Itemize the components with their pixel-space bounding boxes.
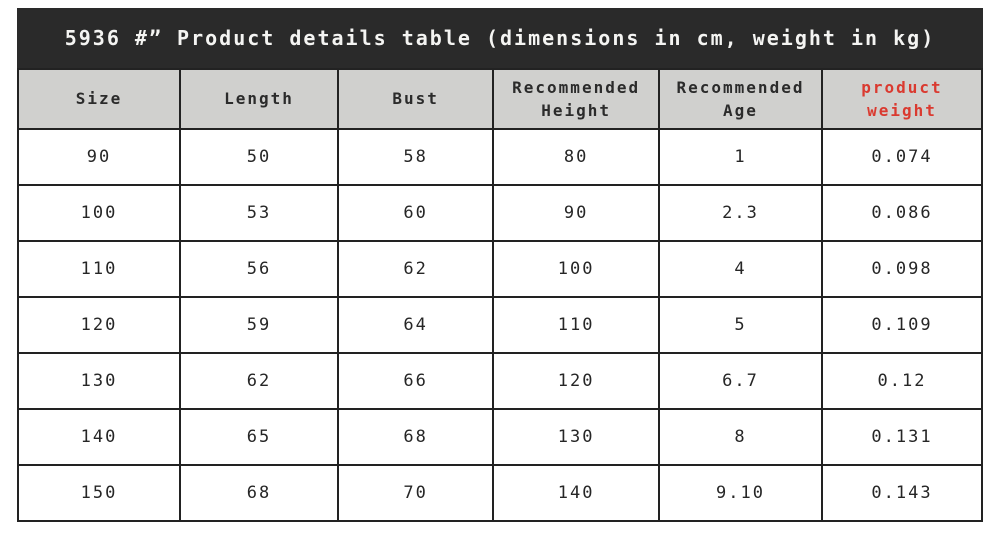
table-cell: 120 [17, 296, 181, 354]
table-cell: 150 [17, 464, 181, 522]
table-cell: 62 [178, 352, 340, 410]
table-cell: 64 [337, 296, 495, 354]
header-cell-product-weight: product weight [820, 68, 984, 130]
table-cell: 58 [337, 128, 495, 186]
table-row: 100 53 60 90 2.3 0.086 [17, 184, 984, 242]
table-row: 150 68 70 140 9.10 0.143 [17, 464, 984, 522]
table-cell: 0.143 [820, 464, 984, 522]
header-cell-recommended-age: Recommended Age [658, 68, 823, 130]
header-cell-length: Length [178, 68, 340, 130]
table-title: 5936 #” Product details table (dimension… [17, 8, 983, 68]
header-cell-size: Size [17, 68, 181, 130]
table-cell: 1 [658, 128, 823, 186]
table-cell: 0.12 [820, 352, 984, 410]
header-cell-bust: Bust [337, 68, 495, 130]
table-row: 140 65 68 130 8 0.131 [17, 408, 984, 466]
table-cell: 0.098 [820, 240, 984, 298]
table-cell: 130 [17, 352, 181, 410]
table-cell: 9.10 [658, 464, 823, 522]
table-row: 110 56 62 100 4 0.098 [17, 240, 984, 298]
table-cell: 90 [492, 184, 661, 242]
table-cell: 5 [658, 296, 823, 354]
table-cell: 53 [178, 184, 340, 242]
table-cell: 0.086 [820, 184, 984, 242]
table-cell: 100 [17, 184, 181, 242]
table-cell: 56 [178, 240, 340, 298]
table-cell: 100 [492, 240, 661, 298]
table-row: 120 59 64 110 5 0.109 [17, 296, 984, 354]
table-cell: 65 [178, 408, 340, 466]
table-cell: 2.3 [658, 184, 823, 242]
size-chart-table: Size Length Bust Recommended Height Recommen… [17, 68, 984, 522]
table-cell: 70 [337, 464, 495, 522]
table-cell: 110 [17, 240, 181, 298]
table-cell: 0.074 [820, 128, 984, 186]
table-cell: 8 [658, 408, 823, 466]
table-cell: 140 [17, 408, 181, 466]
table-cell: 68 [178, 464, 340, 522]
table-cell: 130 [492, 408, 661, 466]
header-cell-recommended-height: Recommended Height [492, 68, 661, 130]
table-cell: 120 [492, 352, 661, 410]
table-cell: 66 [337, 352, 495, 410]
table-cell: 140 [492, 464, 661, 522]
table-cell: 50 [178, 128, 340, 186]
table-cell: 60 [337, 184, 495, 242]
table-row: 90 50 58 80 1 0.074 [17, 128, 984, 186]
header-row: Size Length Bust Recommended Height Recommen… [17, 68, 984, 130]
table-row: 130 62 66 120 6.7 0.12 [17, 352, 984, 410]
table-cell: 90 [17, 128, 181, 186]
table-cell: 68 [337, 408, 495, 466]
table-cell: 6.7 [658, 352, 823, 410]
table-cell: 0.109 [820, 296, 984, 354]
table-cell: 110 [492, 296, 661, 354]
table-cell: 62 [337, 240, 495, 298]
table-cell: 4 [658, 240, 823, 298]
table-cell: 80 [492, 128, 661, 186]
table-cell: 59 [178, 296, 340, 354]
product-details-sheet: 5936 #” Product details table (dimension… [17, 8, 984, 522]
table-cell: 0.131 [820, 408, 984, 466]
